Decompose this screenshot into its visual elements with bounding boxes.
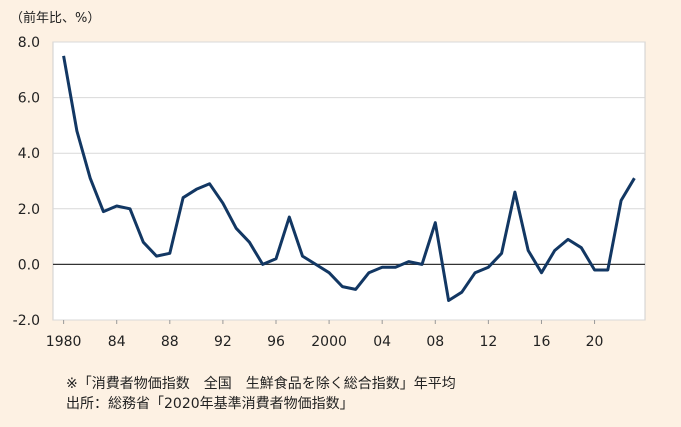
y-axis-ticks: 8.0 6.0 4.0 2.0 0.0 -2.0	[13, 35, 40, 329]
x-tick-label-2: 88	[161, 334, 179, 350]
x-tick-label-4: 96	[267, 334, 285, 350]
x-tick-label-8: 12	[479, 334, 497, 350]
y-tick-label-5: -2.0	[13, 313, 40, 329]
x-tick-label-10: 20	[586, 334, 604, 350]
note-definition: ※「消費者物価指数 全国 生鮮食品を除く総合指数」年平均	[66, 376, 456, 392]
y-tick-label-4: 0.0	[18, 257, 40, 273]
x-axis-ticks: 1980 84 88 92 96 2000 04 08 12 16 20	[46, 320, 604, 350]
x-tick-label-6: 04	[373, 334, 391, 350]
x-tick-label-1: 84	[108, 334, 126, 350]
cpi-line-chart: 8.0 6.0 4.0 2.0 0.0 -2.0 1980 84 88 92 96 2000 04 08…	[10, 10, 646, 350]
x-tick-label-5: 2000	[311, 334, 347, 350]
y-tick-label-2: 4.0	[18, 146, 40, 162]
y-tick-label-1: 6.0	[18, 91, 40, 107]
x-tick-label-3: 92	[214, 334, 232, 350]
series-line-cpi	[62, 55, 636, 302]
gridlines	[53, 41, 645, 321]
x-tick-label-7: 08	[426, 334, 444, 350]
y-tick-label-0: 8.0	[18, 35, 40, 51]
unit-label: （前年比、%）	[10, 10, 100, 26]
note-source: 出所：総務省「2020年基準消費者物価指数」	[66, 396, 354, 412]
x-tick-label-0: 1980	[46, 334, 82, 350]
x-tick-label-9: 16	[533, 334, 551, 350]
y-tick-label-3: 2.0	[18, 202, 40, 218]
notes: ※「消費者物価指数 全国 生鮮食品を除く総合指数」年平均 出所：総務省「2020…	[66, 374, 456, 414]
plot-area	[52, 41, 646, 321]
